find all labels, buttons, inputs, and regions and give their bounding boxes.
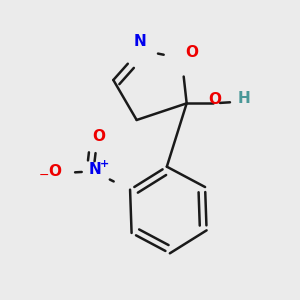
Text: O: O <box>185 45 198 60</box>
Text: N: N <box>134 34 146 49</box>
Text: N: N <box>89 162 101 177</box>
Text: +: + <box>99 159 109 169</box>
Text: −: − <box>39 169 49 182</box>
Text: H: H <box>238 91 250 106</box>
Text: O: O <box>49 164 62 179</box>
Text: O: O <box>92 129 105 144</box>
Text: O: O <box>208 92 221 107</box>
